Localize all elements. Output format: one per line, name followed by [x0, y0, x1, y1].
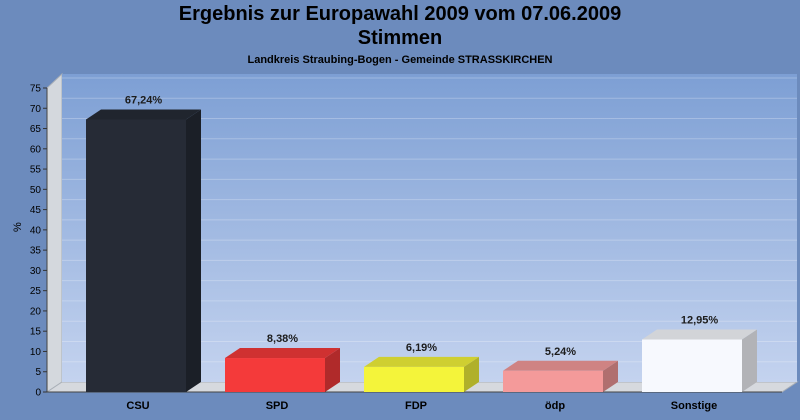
bar: [225, 358, 325, 392]
data-label: 6,19%: [406, 342, 437, 354]
y-tick-label: 75: [30, 84, 42, 95]
chart-title-line2: Stimmen: [357, 27, 443, 49]
x-tick-label: Sonstige: [671, 400, 717, 412]
bar-side: [186, 109, 201, 393]
x-tick-label: SPD: [266, 400, 289, 412]
y-tick-label: 25: [30, 286, 42, 297]
y-tick-label: 30: [30, 266, 42, 277]
y-tick-label: 65: [30, 124, 42, 135]
bar: [503, 370, 603, 392]
bar: [86, 119, 186, 393]
chart-title: Ergebnis zur Europawahl 2009 vom 07.06.2…: [178, 3, 622, 25]
y-tick-label: 40: [30, 225, 42, 236]
y-tick-label: 55: [30, 165, 42, 176]
bar-top: [642, 329, 757, 340]
y-tick-label: 70: [30, 104, 42, 115]
bar: [364, 366, 464, 392]
y-tick-label: 45: [30, 205, 42, 216]
y-tick-label: 5: [35, 367, 41, 378]
chart-subtitle: Landkreis Straubing-Bogen - Gemeinde STR…: [247, 54, 553, 66]
bar-top: [503, 360, 618, 371]
y-tick-label: 20: [30, 306, 42, 317]
y-tick-label: 50: [30, 185, 42, 196]
y-tick-label: 0: [35, 388, 41, 399]
bar-top: [364, 356, 479, 367]
y-tick-label: 35: [30, 246, 42, 257]
data-label: 8,38%: [267, 333, 298, 345]
x-tick-label: ödp: [545, 400, 565, 412]
data-label: 12,95%: [681, 315, 719, 327]
plot-wall-left: [46, 72, 63, 393]
y-tick-label: 10: [30, 347, 42, 358]
y-tick-label: 60: [30, 144, 42, 155]
x-tick-label: CSU: [126, 400, 149, 412]
y-tick-label: 15: [30, 327, 42, 338]
bar-top: [86, 109, 201, 120]
data-label: 67,24%: [125, 94, 163, 106]
bar-side: [742, 329, 757, 392]
bar-side: [603, 360, 618, 392]
bar: [642, 339, 742, 392]
bar-side: [325, 348, 340, 392]
bar-top: [225, 348, 340, 359]
x-tick-label: FDP: [405, 400, 427, 412]
data-label: 5,24%: [545, 346, 576, 358]
bar-side: [464, 356, 479, 392]
